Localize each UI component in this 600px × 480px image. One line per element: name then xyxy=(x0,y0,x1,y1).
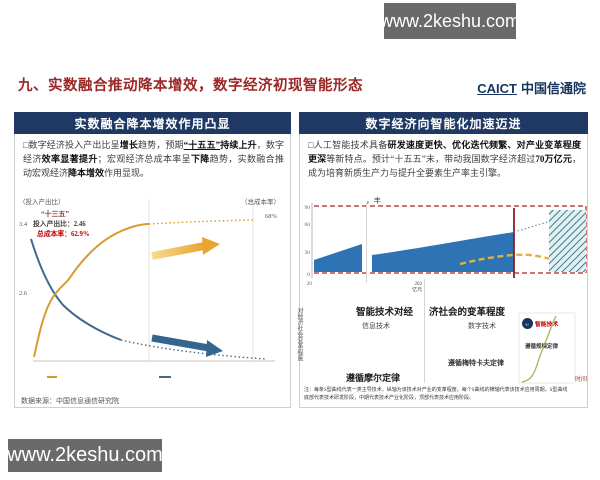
law-scaling: 遵循规模定律 xyxy=(525,342,559,350)
y-tick-0: 0 xyxy=(307,272,310,278)
col-ai-tech: 智能技术 xyxy=(534,320,558,328)
text-segment: ，数字经济 xyxy=(23,140,284,164)
time-axis-label: 时间 xyxy=(575,375,587,383)
brand-logo: CAICT 中国信通院 xyxy=(477,78,586,97)
text-segment: □人工智能技术具备 xyxy=(308,140,388,150)
x-mid-tick-unit: 亿元 xyxy=(412,286,422,293)
col-digital-tech: 数字技术 xyxy=(468,321,496,330)
y-left-axis-label: （投入产出比） xyxy=(19,197,65,206)
y-tick-2-6: 2.6 xyxy=(19,290,28,297)
text-segment: 增长 xyxy=(119,140,139,150)
right-area-chart: 90 60 30 0 20 ，丰 202 亿元 智能技术对经 济社会的变革程度 … xyxy=(305,195,587,384)
data-source-note: 数据来源：中国信息通信研究院 xyxy=(21,397,119,405)
site-watermark-top: www.2keshu.com xyxy=(380,3,520,39)
panel-left-title: 实数融合降本增效作用凸显 xyxy=(14,112,291,134)
text-segment: 趋势，预期 xyxy=(138,140,184,150)
law-moore: 遵循摩尔定律 xyxy=(346,372,400,383)
panel-left: 实数融合降本增效作用凸显 □数字经济投入产出比呈增长趋势，预期“十五五”持续上升… xyxy=(14,112,291,408)
y-tick-90: 90 xyxy=(305,205,311,211)
up-arrow-head-icon xyxy=(202,237,220,255)
panel-right-paragraph: □人工智能技术具备研发速度更快、优化迭代频繁、对产业变革程度更深等新特点。预计“… xyxy=(308,139,581,181)
ai-badge-text: AI xyxy=(525,323,529,327)
cost-rate-curve xyxy=(30,238,122,341)
s-curve xyxy=(521,315,557,383)
y-right-axis-label: （总成本率） xyxy=(241,197,280,206)
footnote-line-1: 注：每条S型曲线代表一类主导技术，纵轴为该技术对产业的变革程度。每个S曲线的横轴… xyxy=(304,388,568,393)
y-tick-60: 60 xyxy=(305,222,311,228)
site-watermark-bottom: www.2keshu.com xyxy=(7,439,163,472)
panel-right-title: 数字经济向智能化加速迈进 xyxy=(299,112,588,134)
down-arrow-icon xyxy=(151,334,210,352)
section-title-left: 智能技术对经 xyxy=(356,306,414,318)
footnote-line-2: 底部代表技术研发阶段，中期代表技术产业化阶段，顶部代表技术应用阶段。 xyxy=(304,396,475,401)
panel-left-paragraph: □数字经济投入产出比呈增长趋势，预期“十五五”持续上升，数字经济效率显著提升；宏… xyxy=(23,139,284,181)
brand-caict-text: CAICT xyxy=(477,81,517,96)
info-tech-area xyxy=(314,244,362,272)
ai-head-icon xyxy=(522,318,533,329)
y-right-tick-68: 68% xyxy=(265,213,278,220)
page-title: 九、实数融合推动降本增效，数字经济初现智能形态 xyxy=(18,78,363,94)
law-metcalfe: 遵循梅特卡夫定律 xyxy=(448,358,504,367)
y-tick-30: 30 xyxy=(305,250,311,256)
text-segment: □数字经济投入产出比呈 xyxy=(23,140,120,150)
panel-right: 数字经济向智能化加速迈进 □人工智能技术具备研发速度更快、优化迭代频繁、对产业变… xyxy=(299,112,588,408)
text-segment: 下降 xyxy=(190,153,210,164)
section-title-right: 济社会的变革程度 xyxy=(429,306,506,318)
text-segment: ；宏观经济总成本率呈 xyxy=(97,153,191,164)
text-segment: 降本增效 xyxy=(68,167,105,178)
text-segment: 作用显现。 xyxy=(104,167,150,178)
text-segment: 70万亿元 xyxy=(535,153,572,164)
x-mid-tick-year: 202 xyxy=(415,282,423,287)
down-arrow-head-icon xyxy=(206,340,223,357)
input-output-curve xyxy=(33,223,150,358)
up-arrow-icon xyxy=(151,242,205,260)
left-line-chart: （投入产出比） “十三五” 3.4 投入产出比：2.46 总成本率：62.9% … xyxy=(19,197,280,378)
digital-tech-area xyxy=(372,232,514,272)
text-segment: 研发速度更快、优化迭代频繁、对产业变革程度更深 xyxy=(308,140,581,164)
brand-cn-text: 中国信通院 xyxy=(520,81,586,96)
yellow-dashed-curve xyxy=(459,253,568,267)
col-info-tech: 信息技术 xyxy=(362,321,390,330)
input-output-forecast-dotted xyxy=(148,219,256,225)
forecast-hatched-bar xyxy=(549,210,586,272)
text-segment: “十五五” xyxy=(183,140,221,150)
text-segment: 效率显著提升 xyxy=(41,153,98,164)
cost-rate-forecast-dotted xyxy=(120,339,266,360)
y-tick-3-4: 3.4 xyxy=(19,221,28,228)
x-tick-20: 20 xyxy=(307,281,313,287)
footnote: 注：每条S型曲线代表一类主导技术，纵轴为该技术对产业的变革程度。每个S曲线的横轴… xyxy=(304,387,587,403)
text-segment: 趋势，实数融合推动宏观经济 xyxy=(23,153,284,178)
right-chart-ylabel: 对经济社会变革程度 xyxy=(296,307,302,361)
cost-rate-annotation: 总成本率：62.9% xyxy=(37,229,90,238)
io-ratio-annotation: 投入产出比：2.46 xyxy=(33,219,86,228)
stray-glyph: ，丰 xyxy=(366,195,381,205)
text-segment: 持续上升 xyxy=(220,140,257,150)
text-segment: ，成为培育新质生产力与提升全要素生产率主引擎。 xyxy=(308,153,581,178)
period-label: “十三五” xyxy=(41,209,69,218)
text-segment: 等新特点。预计“十五五”末，带动我国数字经济超过 xyxy=(326,153,536,164)
